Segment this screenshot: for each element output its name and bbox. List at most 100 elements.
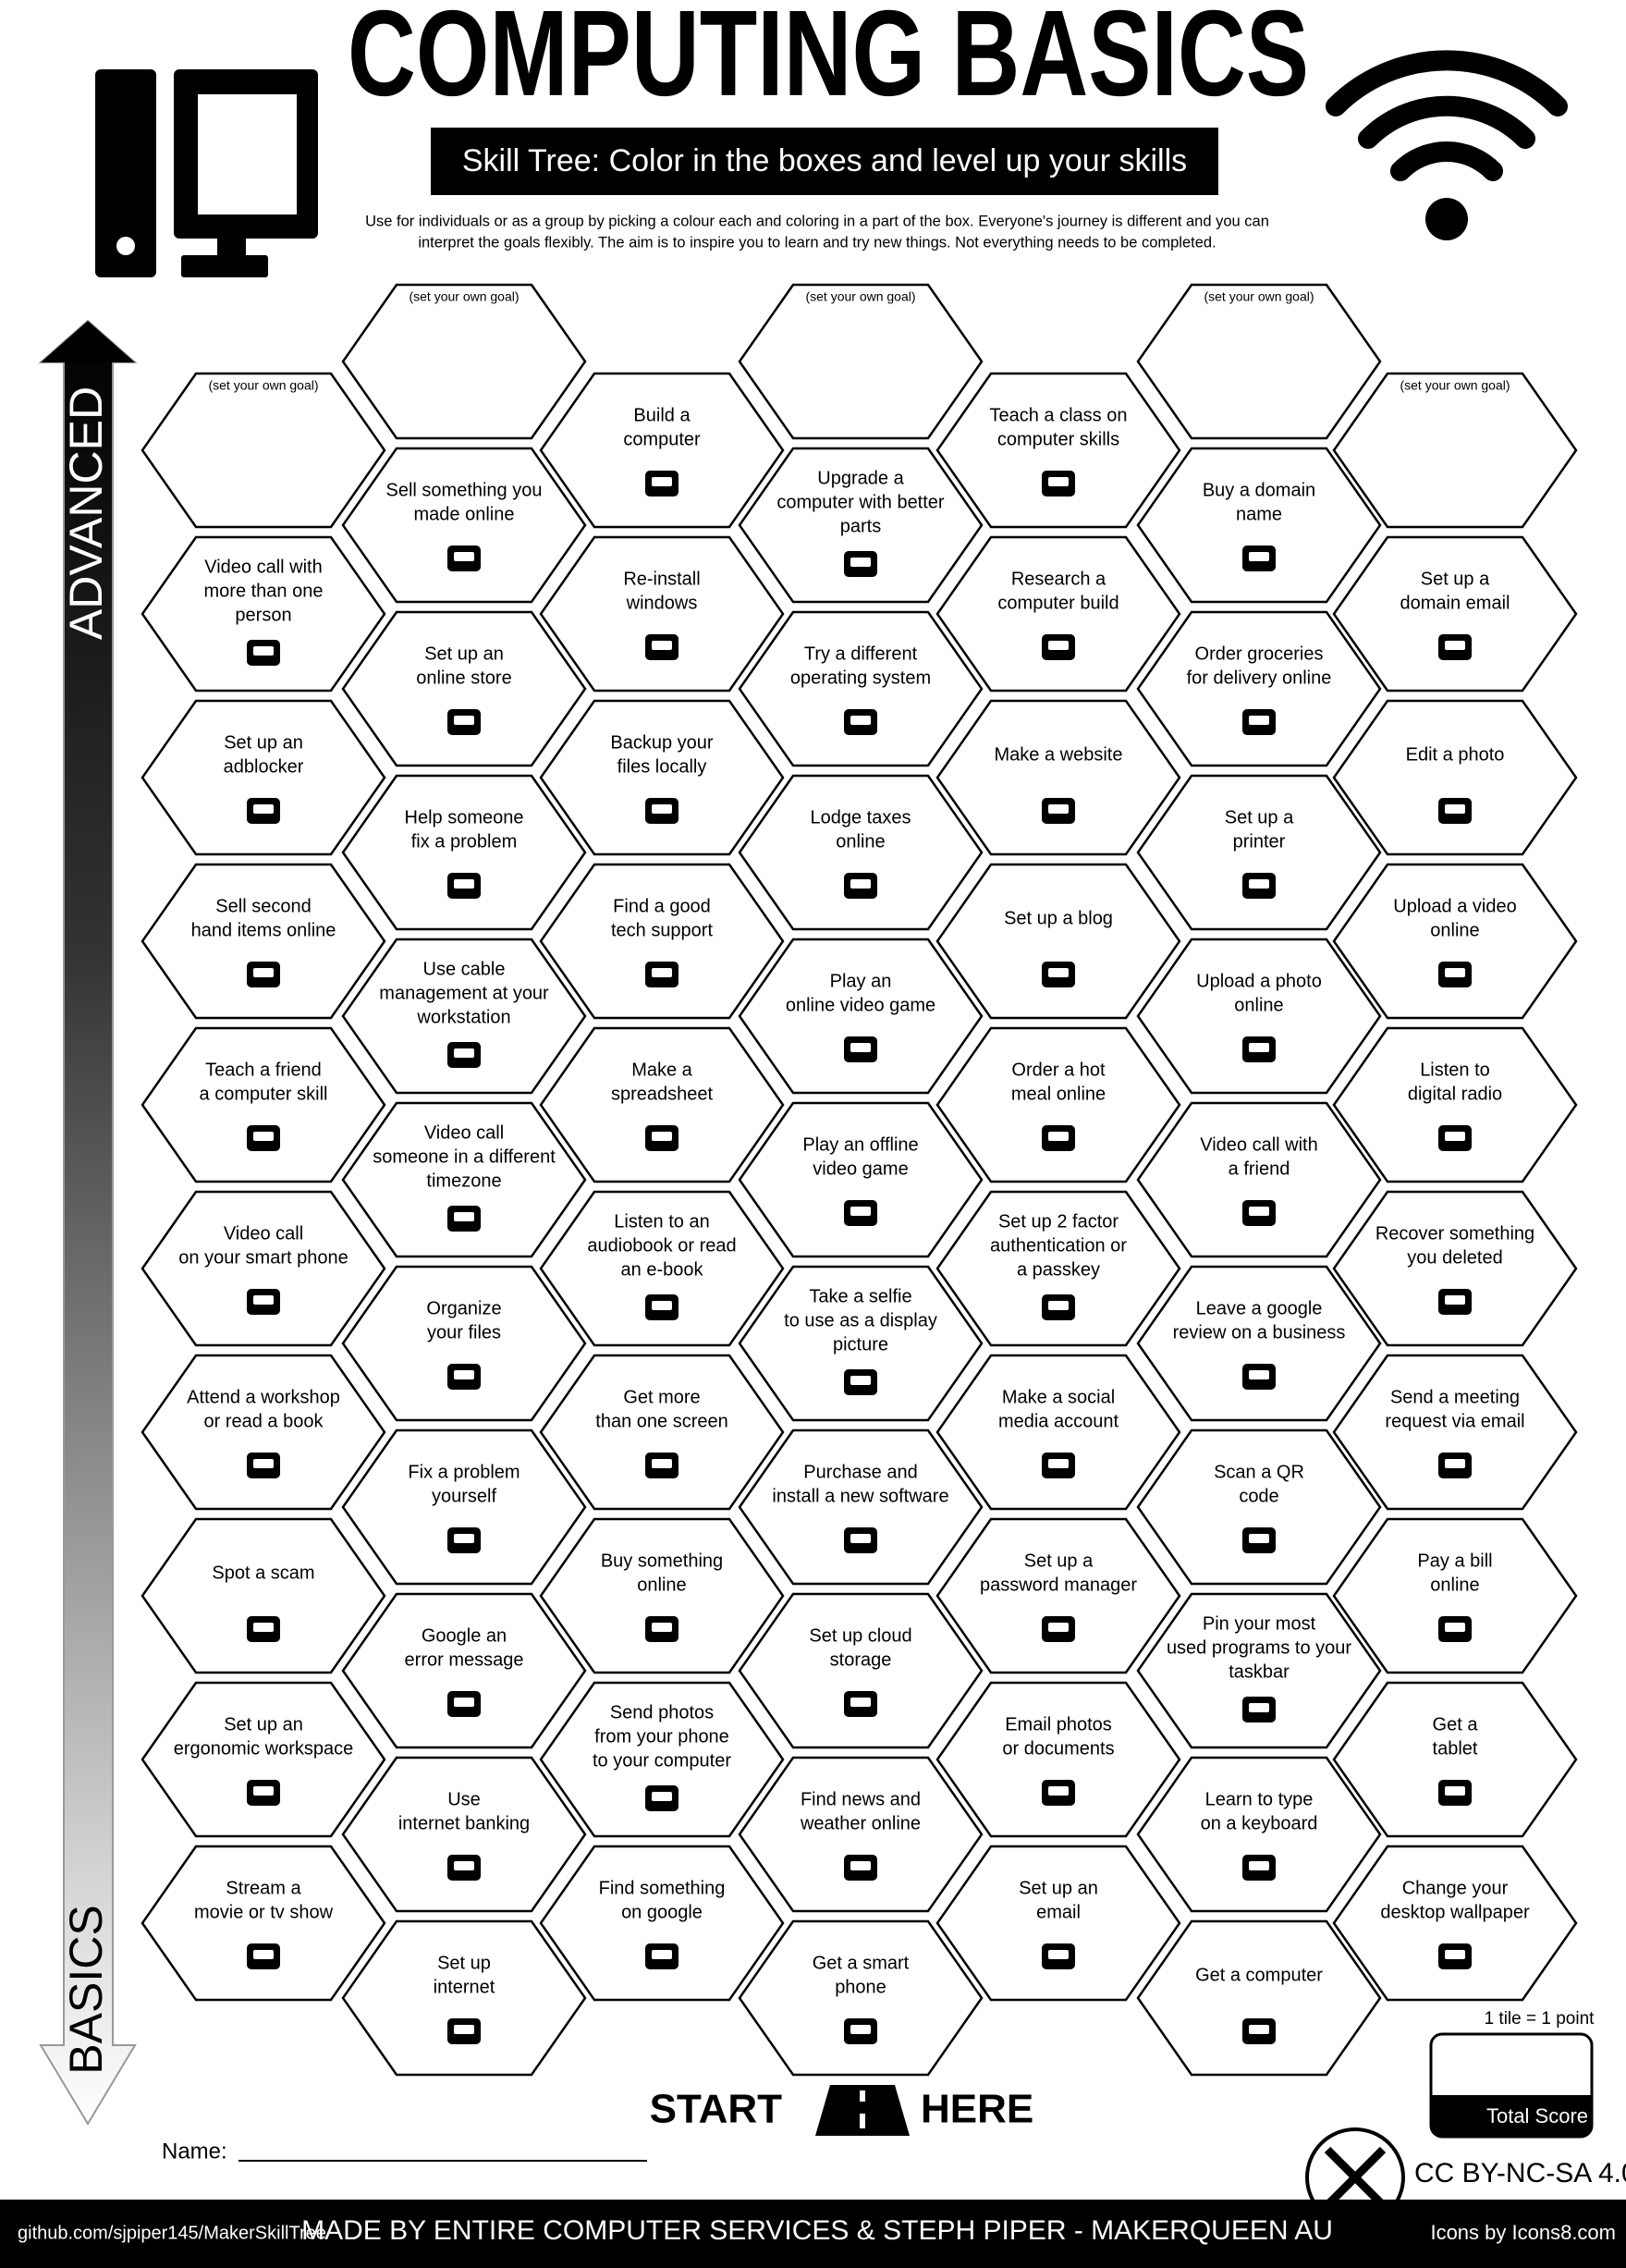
skill-tile: Edit a photo bbox=[1332, 699, 1578, 856]
license: CC BY-NC-SA 4.0 bbox=[1414, 2158, 1626, 2188]
tile-label: Get a computer bbox=[1195, 1965, 1323, 1985]
hexagon bbox=[341, 610, 587, 767]
skill-tile: Buy something online bbox=[539, 1517, 785, 1674]
skill-tile: Spot a scam bbox=[141, 1517, 386, 1674]
tile-label: Sell second bbox=[215, 896, 311, 916]
footer-left: github.com/sjpiper145/MakerSkillTree bbox=[18, 2223, 326, 2243]
skill-tile: Video call with a friend bbox=[1136, 1101, 1382, 1258]
tile-label: Fix a problem bbox=[408, 1462, 520, 1482]
tile-label: Get more bbox=[623, 1387, 700, 1407]
tile-icon-detail bbox=[253, 1623, 274, 1632]
tile-label: Email photos bbox=[1005, 1714, 1112, 1735]
hexagon bbox=[341, 283, 587, 440]
skill-tile: Order groceries for delivery online bbox=[1136, 610, 1382, 767]
tile-label: printer bbox=[1233, 831, 1286, 852]
tile-label: phone bbox=[835, 1977, 886, 1997]
wifi-arc bbox=[1326, 50, 1568, 116]
tile-label: Listen to bbox=[1420, 1060, 1490, 1080]
tile-label: meal online bbox=[1011, 1084, 1106, 1104]
skill-tile: Try a different operating system bbox=[738, 610, 984, 767]
skill-tile: Use internet banking bbox=[341, 1756, 587, 1913]
tile-icon-detail bbox=[652, 1459, 672, 1468]
hexagon bbox=[1332, 863, 1578, 1020]
tile-icon-detail bbox=[454, 1370, 474, 1379]
tile-icon-detail bbox=[1048, 1950, 1069, 1959]
skill-tile: Set up a domain email bbox=[1332, 535, 1578, 693]
skill-tile: Make a website bbox=[935, 699, 1181, 856]
tile-label: Recover something bbox=[1375, 1223, 1534, 1244]
tile-icon-detail bbox=[652, 1792, 672, 1801]
skill-tile: Video call on your smart phone bbox=[141, 1190, 386, 1347]
tile-label: Take a selfie bbox=[809, 1286, 911, 1306]
tile-label: to use as a display bbox=[784, 1310, 937, 1330]
tile-icon-detail bbox=[1249, 1043, 1269, 1052]
skill-tile: Teach a friend a computer skill bbox=[141, 1026, 386, 1183]
tile-label: parts bbox=[840, 516, 881, 536]
hexagon bbox=[539, 1354, 785, 1511]
tile-icon-detail bbox=[253, 1295, 274, 1305]
tile-icon-detail bbox=[1249, 552, 1269, 561]
skill-tile: Sell second hand items online bbox=[141, 863, 386, 1020]
hexagon bbox=[935, 1026, 1181, 1183]
tile-label: Video call with bbox=[204, 557, 322, 577]
tile-label: a computer skill bbox=[200, 1084, 328, 1104]
hexagon bbox=[935, 1517, 1181, 1674]
tile-icon-detail bbox=[1445, 1132, 1465, 1141]
tile-label: Use bbox=[447, 1789, 481, 1809]
skill-tile: Listen to an audiobook or read an e-book bbox=[539, 1190, 785, 1347]
skill-tile: Order a hot meal online bbox=[935, 1026, 1181, 1183]
title: COMPUTING BASICS bbox=[348, 0, 1309, 121]
tile-label: Set up a blog bbox=[1004, 908, 1113, 928]
skill-tile: (set your own goal) bbox=[1136, 283, 1382, 440]
tile-icon-detail bbox=[652, 477, 672, 486]
goal-note: (set your own goal) bbox=[409, 289, 519, 304]
tile-label: Stream a bbox=[226, 1878, 301, 1898]
hexagon bbox=[141, 1845, 386, 2002]
skill-tile: Upload a photo online bbox=[1136, 938, 1382, 1095]
hexagon bbox=[1136, 1592, 1382, 1749]
tile-label: internet banking bbox=[398, 1813, 530, 1833]
skill-tile: Video call with more than one person bbox=[141, 535, 386, 693]
tile-label: digital radio bbox=[1408, 1084, 1502, 1104]
tile-label: Set up a bbox=[1421, 569, 1490, 589]
goal-note: (set your own goal) bbox=[1400, 378, 1510, 393]
tile-label: Scan a QR bbox=[1214, 1462, 1304, 1482]
hexagon bbox=[1332, 1190, 1578, 1347]
tile-icon-detail bbox=[850, 2025, 871, 2034]
tile-label: media account bbox=[998, 1411, 1119, 1431]
tile-label: Set up an bbox=[424, 644, 504, 664]
tile-icon-detail bbox=[1445, 968, 1465, 977]
hexagon bbox=[141, 1190, 386, 1347]
tile-label: computer bbox=[623, 429, 701, 449]
skill-tile: Find news and weather online bbox=[738, 1756, 984, 1913]
skill-tile: (set your own goal) bbox=[141, 372, 386, 529]
hexagon bbox=[738, 1265, 984, 1422]
skill-tile: Set up a blog bbox=[935, 863, 1181, 1020]
stand bbox=[217, 237, 246, 257]
tile-label: files locally bbox=[617, 756, 707, 777]
tile-icon-detail bbox=[652, 968, 672, 977]
tile-icon-detail bbox=[652, 804, 672, 814]
tile-label: Organize bbox=[426, 1298, 501, 1318]
tile-icon-detail bbox=[850, 1698, 871, 1707]
skill-tile: Send photos from your phone to your comput… bbox=[539, 1681, 785, 1838]
tile-label: Learn to type bbox=[1205, 1789, 1314, 1809]
skill-tile: Attend a workshop or read a book bbox=[141, 1354, 386, 1511]
hexagon bbox=[141, 1026, 386, 1183]
tile-label: Find something bbox=[599, 1878, 726, 1898]
tile-icon-detail bbox=[454, 879, 474, 889]
skill-tile: Use cable management at your workstation bbox=[341, 938, 587, 1095]
tile-label: Upload a photo bbox=[1196, 971, 1322, 991]
hexagon bbox=[1136, 283, 1382, 440]
hexagon bbox=[539, 1190, 785, 1347]
tile-label: Play an offline bbox=[802, 1134, 918, 1155]
hexagon bbox=[539, 1026, 785, 1183]
tile-label: person bbox=[235, 605, 291, 625]
tile-label: online bbox=[1430, 1575, 1479, 1595]
skill-tile: Set up internet bbox=[341, 1919, 587, 2077]
tile-label: Set up an bbox=[224, 732, 303, 753]
tile-label: Listen to an bbox=[614, 1211, 709, 1232]
hexagon bbox=[539, 1845, 785, 2002]
skill-tile: Teach a class on computer skills bbox=[935, 372, 1181, 529]
tile-label: Backup your bbox=[610, 732, 714, 753]
